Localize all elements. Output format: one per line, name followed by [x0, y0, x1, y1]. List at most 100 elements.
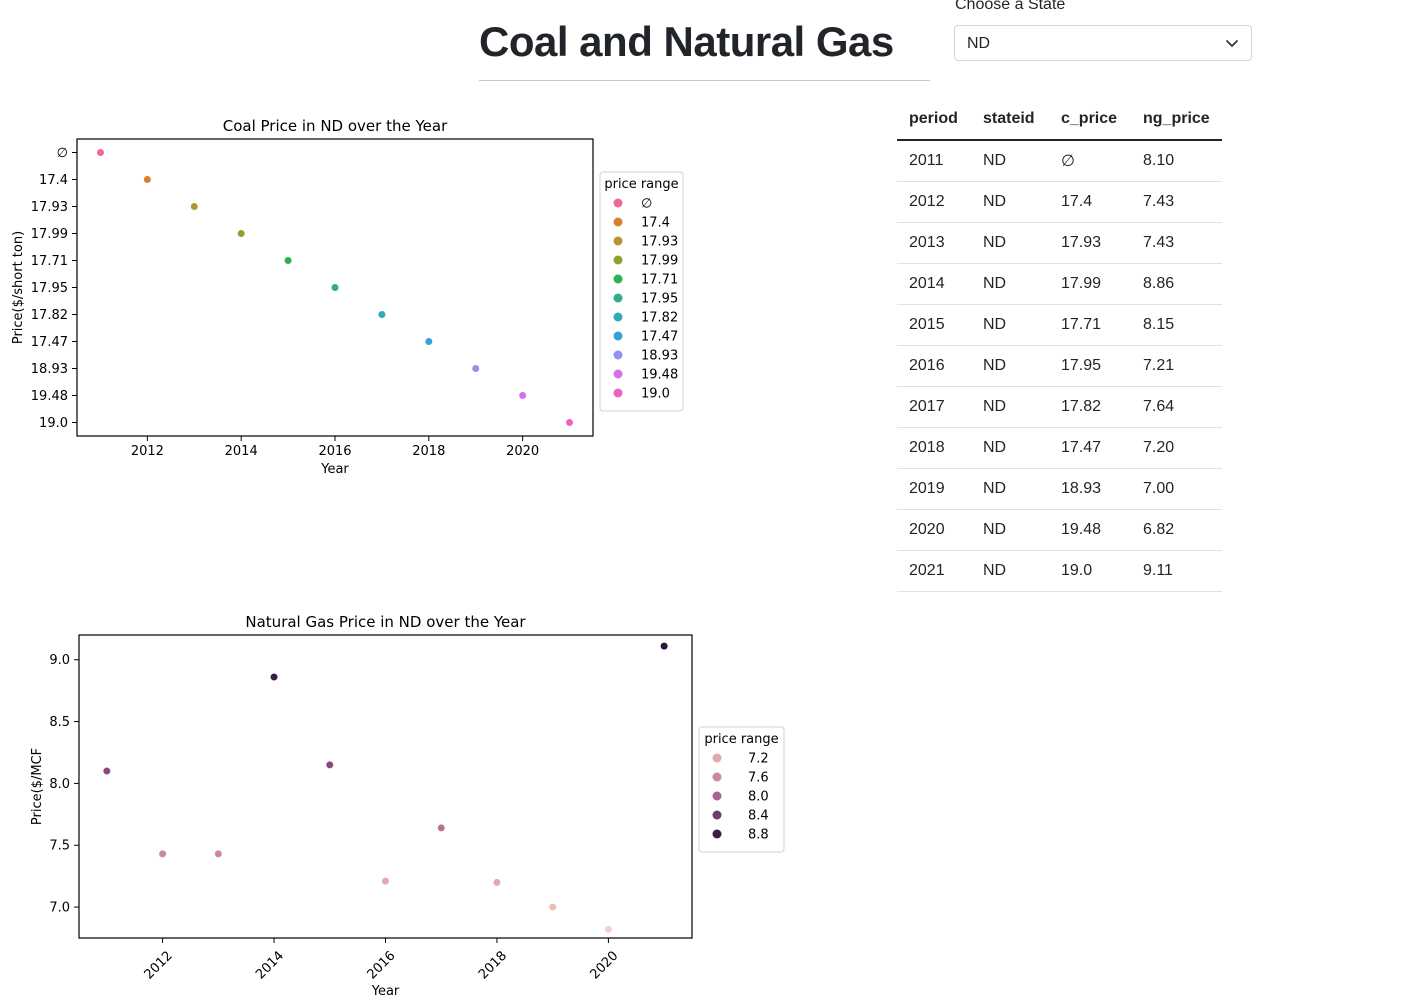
cell-stateid: ND [971, 140, 1049, 182]
data-point [159, 850, 167, 858]
column-header-stateid[interactable]: stateid [971, 100, 1049, 141]
y-tick-label: 8.5 [49, 715, 70, 730]
table-row: 2011 ND ∅ 8.10 [897, 140, 1222, 182]
legend-title: price range [604, 177, 678, 192]
x-tick-label: 2020 [587, 948, 621, 982]
cell-c-price: 17.95 [1049, 345, 1131, 387]
chart-title: Coal Price in ND over the Year [223, 117, 448, 135]
legend-entry-label: ∅ [641, 197, 652, 212]
x-tick-label: 2020 [506, 444, 539, 459]
y-axis-label: Price($/MCF [30, 748, 45, 825]
cell-stateid: ND [971, 345, 1049, 387]
cell-stateid: ND [971, 222, 1049, 264]
cell-period: 2012 [897, 181, 971, 223]
table-row: 2013 ND 17.93 7.43 [897, 222, 1222, 264]
y-tick-label: 17.99 [31, 227, 68, 242]
coal-price-chart: Coal Price in ND over the Year 2012 2014 20… [0, 110, 700, 480]
plot-area-frame [78, 634, 693, 939]
x-tick-label: 2014 [225, 444, 258, 459]
table-row: 2020 ND 19.48 6.82 [897, 509, 1222, 551]
cell-ng-price: 7.00 [1131, 468, 1222, 510]
legend-entry-label: 18.93 [641, 349, 678, 364]
legend-marker [613, 312, 623, 322]
price-table: period stateid c_price ng_price 2011 ND ∅ 8… [897, 100, 1222, 592]
data-point [425, 338, 433, 345]
state-select-value: ND [967, 35, 991, 52]
legend-marker [613, 331, 623, 341]
y-tick-label: 17.71 [31, 254, 68, 269]
legend-marker [613, 236, 623, 246]
cell-ng-price: 9.11 [1131, 550, 1222, 592]
legend-entry-label: 17.93 [641, 235, 678, 250]
cell-c-price: 17.99 [1049, 263, 1131, 305]
data-point [190, 203, 198, 210]
table-row: 2015 ND 17.71 8.15 [897, 304, 1222, 346]
data-point [331, 284, 339, 291]
y-tick-label: 18.93 [31, 362, 68, 377]
legend-marker [712, 753, 722, 763]
table-row: 2016 ND 17.95 7.21 [897, 345, 1222, 387]
x-axis-label: Year [371, 984, 400, 999]
y-tick-label: 7.5 [49, 839, 70, 854]
x-tick-label: 2014 [253, 948, 287, 982]
table-header-row: period stateid c_price ng_price [897, 100, 1222, 141]
x-tick-label: 2012 [131, 444, 164, 459]
cell-ng-price: 8.10 [1131, 140, 1222, 182]
cell-period: 2018 [897, 427, 971, 469]
legend-marker [613, 369, 623, 379]
legend-entry-label: 19.0 [641, 387, 670, 402]
ng-price-chart: Natural Gas Price in ND over the Year 201… [0, 605, 800, 1000]
cell-period: 2017 [897, 386, 971, 428]
table-row: 2017 ND 17.82 7.64 [897, 386, 1222, 428]
cell-c-price: ∅ [1049, 140, 1131, 182]
y-tick-label: 17.4 [39, 173, 68, 188]
y-tick-label: 17.95 [31, 281, 68, 296]
table-row: 2021 ND 19.0 9.11 [897, 550, 1222, 592]
column-header-period[interactable]: period [897, 100, 971, 141]
cell-stateid: ND [971, 550, 1049, 592]
legend-marker [712, 791, 722, 801]
data-point [214, 850, 222, 858]
cell-ng-price: 7.64 [1131, 386, 1222, 428]
ng-price-chart-svg: Natural Gas Price in ND over the Year 201… [30, 613, 785, 999]
legend-entry-label: 8.0 [748, 790, 769, 805]
y-tick-label: 17.47 [31, 335, 68, 350]
cell-stateid: ND [971, 263, 1049, 305]
state-select[interactable]: ND [954, 25, 1252, 61]
y-tick-label: 17.82 [31, 308, 68, 323]
legend-entry-label: 17.47 [641, 330, 678, 345]
cell-c-price: 19.48 [1049, 509, 1131, 551]
cell-stateid: ND [971, 181, 1049, 223]
chevron-down-icon [1226, 40, 1238, 47]
legend-entry-label: 7.2 [748, 752, 769, 767]
legend-marker [712, 829, 722, 839]
x-tick-label: 2018 [412, 444, 445, 459]
data-point [566, 419, 574, 426]
y-tick-label: 7.0 [49, 901, 70, 916]
data-point [270, 673, 278, 681]
data-point [519, 392, 527, 399]
legend-entry-label: 17.82 [641, 311, 678, 326]
legend-marker [613, 274, 623, 284]
data-point [472, 365, 480, 372]
legend-marker [712, 772, 722, 782]
y-tick-label: ∅ [57, 146, 68, 161]
cell-stateid: ND [971, 427, 1049, 469]
legend-entry-label: 8.8 [748, 828, 769, 843]
y-axis-label: Price($/short ton) [11, 231, 26, 344]
cell-c-price: 17.71 [1049, 304, 1131, 346]
cell-period: 2015 [897, 304, 971, 346]
data-point [103, 767, 111, 775]
legend-entry-label: 17.71 [641, 273, 678, 288]
cell-ng-price: 8.15 [1131, 304, 1222, 346]
column-header-ng-price[interactable]: ng_price [1131, 100, 1222, 141]
y-tick-label: 9.0 [49, 653, 70, 668]
y-tick-label: 17.93 [31, 200, 68, 215]
state-select-label: Choose a State [955, 0, 1066, 13]
legend-marker [613, 388, 623, 398]
chart-title: Natural Gas Price in ND over the Year [245, 613, 526, 631]
x-tick-label: 2016 [318, 444, 351, 459]
cell-stateid: ND [971, 304, 1049, 346]
cell-period: 2014 [897, 263, 971, 305]
column-header-c-price[interactable]: c_price [1049, 100, 1131, 141]
